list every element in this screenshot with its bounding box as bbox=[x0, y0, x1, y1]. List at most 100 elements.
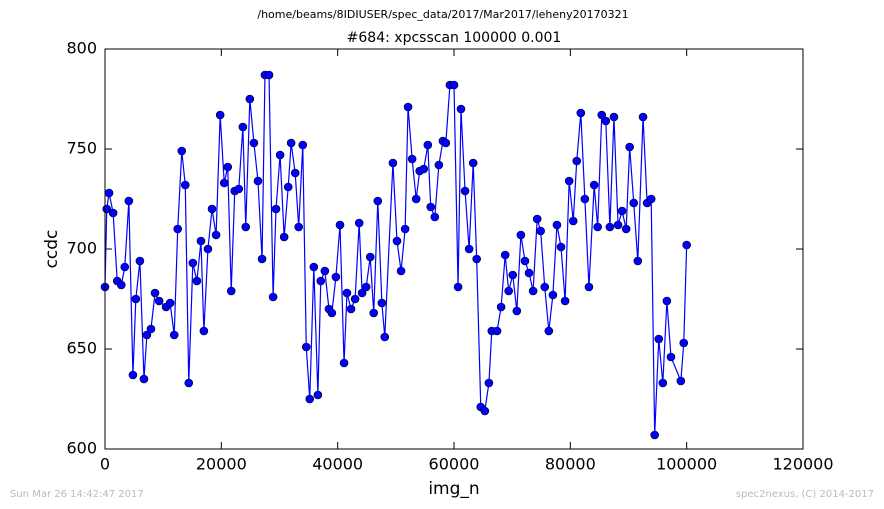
data-point bbox=[403, 102, 413, 112]
data-point bbox=[245, 94, 255, 104]
data-point bbox=[540, 282, 550, 292]
plot-frame bbox=[104, 48, 804, 450]
data-point bbox=[536, 226, 545, 236]
data-point bbox=[496, 302, 506, 312]
data-point bbox=[679, 338, 689, 348]
data-point bbox=[257, 254, 267, 264]
data-point bbox=[434, 160, 444, 170]
data-point bbox=[184, 378, 194, 388]
data-point bbox=[464, 244, 474, 254]
data-point bbox=[629, 198, 639, 208]
x-tick-label: 120000 bbox=[772, 455, 833, 474]
x-tick-label: 20000 bbox=[196, 455, 247, 474]
data-point bbox=[268, 292, 278, 302]
data-point bbox=[658, 378, 668, 388]
data-point bbox=[426, 202, 436, 212]
footer-left: Sun Mar 26 14:42:47 2017 bbox=[10, 489, 144, 500]
data-point bbox=[211, 230, 221, 240]
data-point bbox=[223, 162, 233, 172]
data-point bbox=[411, 194, 421, 204]
data-point bbox=[584, 282, 594, 292]
data-point bbox=[286, 138, 296, 148]
data-point bbox=[361, 282, 371, 292]
data-point bbox=[271, 204, 281, 214]
data-point bbox=[313, 390, 323, 400]
data-point bbox=[430, 212, 440, 222]
data-point bbox=[556, 242, 566, 252]
footer-right: spec2nexus, (C) 2014-2017 bbox=[736, 489, 874, 500]
data-point bbox=[621, 224, 631, 234]
data-point bbox=[609, 112, 619, 122]
data-point bbox=[508, 270, 518, 280]
data-point bbox=[104, 188, 114, 198]
data-point bbox=[238, 122, 248, 132]
data-point bbox=[177, 146, 187, 156]
data-point bbox=[392, 236, 402, 246]
data-point bbox=[192, 276, 202, 286]
data-point bbox=[605, 222, 615, 232]
data-point bbox=[568, 216, 578, 226]
data-point bbox=[249, 138, 259, 148]
data-point bbox=[504, 286, 513, 296]
data-point bbox=[354, 218, 364, 228]
data-point bbox=[597, 110, 607, 120]
x-tick-label: 80000 bbox=[545, 455, 596, 474]
data-point bbox=[357, 288, 367, 298]
data-point bbox=[613, 220, 623, 230]
data-point bbox=[480, 406, 490, 416]
data-point bbox=[512, 306, 522, 316]
data-point bbox=[484, 378, 494, 388]
data-point bbox=[654, 334, 664, 344]
x-tick-label: 60000 bbox=[429, 455, 480, 474]
data-point bbox=[108, 208, 118, 218]
x-tick-label: 0 bbox=[100, 455, 110, 474]
data-point bbox=[520, 256, 530, 266]
data-point bbox=[283, 182, 293, 192]
data-point bbox=[676, 376, 686, 386]
data-point bbox=[516, 230, 526, 240]
y-tick-label: 800 bbox=[66, 39, 97, 58]
x-axis-label: img_n bbox=[428, 479, 479, 499]
y-axis-label: ccdc bbox=[42, 230, 62, 269]
data-point bbox=[388, 158, 398, 168]
data-point bbox=[453, 282, 463, 292]
data-point bbox=[552, 220, 562, 230]
data-point bbox=[124, 196, 134, 206]
data-point bbox=[207, 204, 217, 214]
data-point bbox=[253, 176, 263, 186]
data-point bbox=[305, 394, 315, 404]
data-point bbox=[380, 332, 390, 342]
data-point bbox=[139, 374, 149, 384]
suptitle: /home/beams/8IDIUSER/spec_data/2017/Mar2… bbox=[257, 8, 628, 21]
data-point bbox=[369, 308, 379, 318]
data-point bbox=[396, 266, 406, 276]
data-point bbox=[131, 294, 141, 304]
data-point bbox=[560, 296, 570, 306]
data-point bbox=[180, 180, 190, 190]
data-point bbox=[576, 108, 586, 118]
data-point bbox=[116, 280, 126, 290]
data-point bbox=[638, 112, 648, 122]
data-point bbox=[335, 220, 345, 230]
data-point bbox=[215, 110, 225, 120]
data-point bbox=[169, 330, 179, 340]
data-point bbox=[165, 298, 175, 308]
data-point bbox=[154, 296, 164, 306]
data-point bbox=[331, 272, 341, 282]
y-tick-label: 650 bbox=[66, 339, 97, 358]
data-point bbox=[301, 342, 311, 352]
data-point bbox=[682, 240, 691, 250]
data-point bbox=[316, 276, 326, 286]
data-point bbox=[150, 288, 160, 298]
data-point bbox=[241, 222, 251, 232]
data-point bbox=[544, 326, 554, 336]
x-tick-label: 100000 bbox=[656, 455, 717, 474]
data-point bbox=[188, 258, 198, 268]
data-point bbox=[339, 358, 349, 368]
data-point bbox=[294, 222, 303, 232]
data-point bbox=[419, 164, 429, 174]
data-point bbox=[423, 140, 433, 150]
chart-title: #684: xpcsscan 100000 0.001 bbox=[347, 30, 562, 46]
